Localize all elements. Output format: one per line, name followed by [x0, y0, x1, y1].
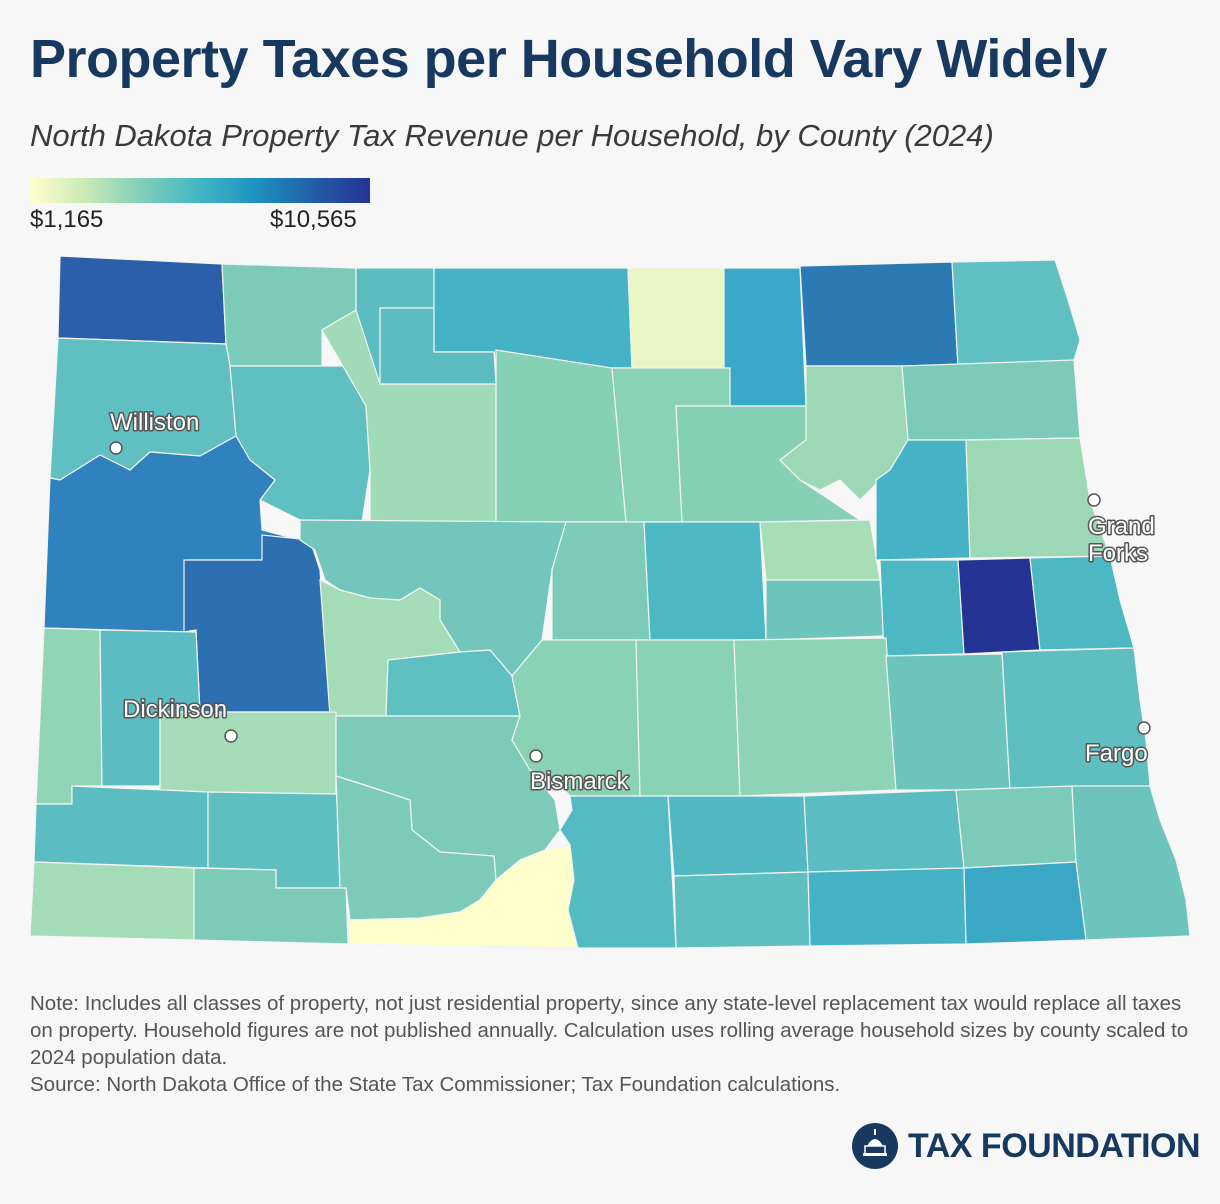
county-cass[interactable] [1001, 647, 1151, 791]
county-golden-valley[interactable] [35, 627, 103, 805]
logo-text: TAX FOUNDATION [908, 1126, 1201, 1165]
city-dot-grand-forks [1087, 493, 1101, 507]
county-ward-north[interactable] [379, 307, 497, 385]
city-label-grand: Grand [1088, 513, 1155, 540]
county-barnes[interactable] [885, 653, 1011, 791]
county-stutsman[interactable] [733, 637, 897, 797]
county-stark[interactable] [159, 711, 337, 795]
county-steele[interactable] [957, 557, 1041, 655]
county-eddy[interactable] [759, 519, 881, 581]
chart-subtitle: North Dakota Property Tax Revenue per Ho… [30, 118, 994, 153]
county-emmons[interactable] [559, 795, 677, 949]
city-fargo[interactable]: Fargo [1084, 721, 1151, 769]
source-text: Source: North Dakota Office of the State… [30, 1073, 841, 1096]
county-grand-forks[interactable] [965, 437, 1111, 559]
city-dot-bismarck [529, 749, 543, 763]
county-richland[interactable] [1071, 785, 1191, 941]
county-bowman[interactable] [29, 861, 195, 941]
county-ransom[interactable] [955, 785, 1077, 869]
county-towner[interactable] [723, 267, 807, 407]
city-label-bismarck: Bismarck [530, 768, 630, 795]
county-sargent[interactable] [963, 861, 1087, 945]
county-wells[interactable] [643, 521, 767, 641]
city-label-forks: Forks [1088, 540, 1148, 567]
county-griggs[interactable] [879, 559, 965, 657]
county-kidder[interactable] [635, 639, 741, 797]
county-dunn[interactable] [183, 534, 331, 713]
county-walsh[interactable] [901, 359, 1081, 441]
city-grand-forks[interactable]: Grand Forks [1087, 493, 1156, 569]
legend-color-bar [30, 178, 370, 203]
county-dickey[interactable] [807, 867, 967, 947]
county-traill[interactable] [1029, 555, 1135, 651]
note-text: Note: Includes all classes of property, … [30, 992, 1189, 1069]
city-label-williston: Williston [110, 409, 199, 436]
capitol-dome-icon [852, 1123, 898, 1169]
city-dot-williston [109, 441, 123, 455]
tax-foundation-logo[interactable]: TAX FOUNDATION [850, 1122, 1201, 1170]
county-foster[interactable] [765, 579, 885, 641]
city-label-fargo: Fargo [1085, 740, 1148, 767]
county-cavalier[interactable] [799, 261, 959, 367]
chart-title: Property Taxes per Household Vary Widely [30, 29, 1107, 89]
city-dickinson[interactable]: Dickinson [122, 695, 238, 743]
county-logan[interactable] [667, 795, 809, 877]
footnote: Note: Includes all classes of property, … [30, 990, 1190, 1098]
city-dot-fargo [1137, 721, 1151, 735]
legend-max-label: $10,565 [270, 206, 357, 233]
city-dot-dickinson [224, 729, 238, 743]
city-williston[interactable]: Williston [109, 408, 201, 455]
county-divide[interactable] [57, 255, 227, 345]
county-rolette[interactable] [627, 267, 725, 369]
county-lamoure[interactable] [803, 789, 965, 873]
legend-min-label: $1,165 [30, 206, 104, 233]
county-mchenry[interactable] [495, 349, 627, 523]
county-sheridan[interactable] [551, 521, 651, 641]
city-bismarck[interactable]: Bismarck [529, 749, 631, 797]
county-burleigh[interactable] [511, 639, 641, 797]
city-label-dickinson: Dickinson [123, 696, 227, 723]
county-mcintosh[interactable] [673, 871, 811, 949]
county-pembina[interactable] [951, 259, 1081, 367]
